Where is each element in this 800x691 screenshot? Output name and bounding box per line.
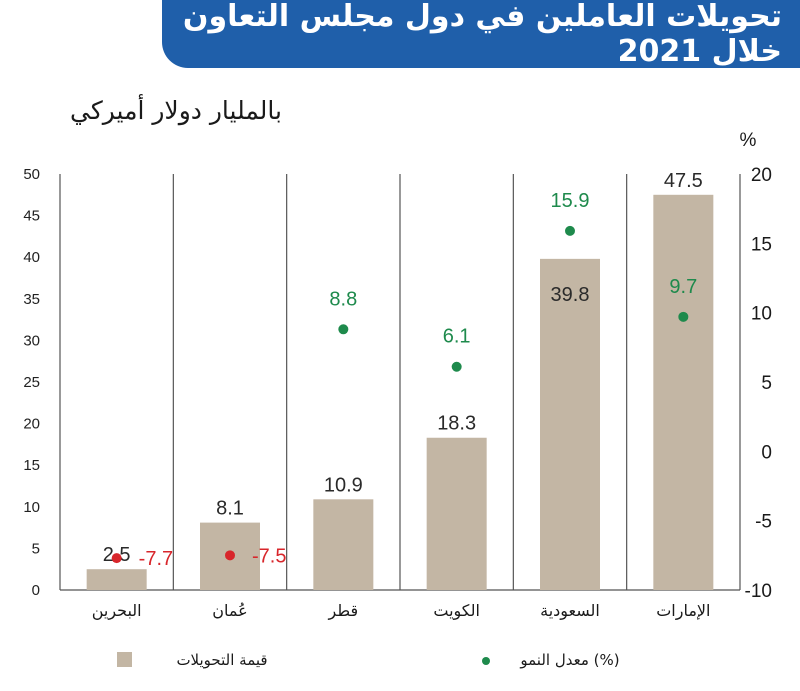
x-category-label: الكويت	[433, 601, 480, 621]
growth-dot	[225, 550, 235, 561]
bar-value-label: 8.1	[216, 498, 244, 520]
growth-dot	[678, 311, 689, 322]
y-left-tick-label: 40	[23, 249, 40, 266]
y-left-tick-label: 30	[23, 332, 40, 349]
y-right-tick-label: 15	[751, 234, 772, 255]
legend-swatch-bar	[117, 652, 132, 667]
growth-dot	[451, 361, 462, 372]
y-right-tick-label: -10	[745, 581, 772, 602]
growth-value-label: 8.8	[329, 288, 357, 310]
title-banner: تحويلات العاملين في دول مجلس التعاون خلا…	[162, 0, 800, 69]
bar	[540, 258, 600, 590]
growth-value-label: -7.5	[252, 545, 286, 567]
growth-value-label: 6.1	[443, 326, 471, 348]
growth-value-label: -7.7	[139, 548, 173, 570]
growth-value-label: 9.7	[669, 276, 697, 298]
y-right-tick-label: 10	[751, 304, 772, 325]
x-category-label: الإمارات	[656, 601, 710, 621]
y-right-tick-label: -5	[755, 512, 772, 533]
growth-dot	[565, 225, 575, 236]
bar-value-label: 47.5	[664, 170, 703, 192]
y-left-tick-label: 10	[23, 499, 40, 516]
legend-swatch-growth	[482, 657, 490, 665]
growth-value-label: 15.9	[551, 190, 590, 212]
y-left-tick-label: 45	[23, 208, 40, 225]
growth-dot	[338, 324, 349, 335]
y-left-tick-label: 35	[23, 291, 40, 308]
y-left-tick-label: 20	[23, 416, 40, 433]
x-category-label: عُمان	[212, 601, 247, 620]
growth-dot	[111, 553, 122, 564]
y-left-tick-label: 50	[23, 166, 40, 183]
bar-value-label: 39.8	[551, 284, 590, 306]
y-left-tick-label: 5	[32, 540, 40, 557]
bar	[313, 499, 374, 590]
y-right-tick-label: 5	[761, 373, 772, 394]
y-left-tick-label: 15	[23, 457, 40, 474]
y-right-tick-label: 0	[761, 442, 772, 463]
chart-title: تحويلات العاملين في دول مجلس التعاون خلا…	[182, 0, 782, 69]
bar-value-label: 10.9	[324, 474, 363, 496]
y-left-tick-label: 0	[32, 582, 40, 599]
x-category-label: السعودية	[540, 601, 600, 621]
y-right-tick-label: 20	[751, 165, 772, 186]
unit-label: بالمليار دولار أميركي	[70, 96, 282, 125]
x-category-label: قطر	[328, 601, 359, 621]
bar	[426, 437, 487, 590]
bar-value-label: 18.3	[437, 413, 476, 435]
y-right-unit-label: %	[740, 130, 757, 151]
bar	[653, 194, 714, 591]
y-left-tick-label: 25	[23, 374, 40, 391]
bar	[86, 569, 147, 590]
x-category-label: البحرين	[92, 601, 142, 621]
legend-label-growth: معدل النمو (%)	[519, 651, 619, 669]
legend-label-bar: قيمة التحويلات	[176, 651, 267, 669]
